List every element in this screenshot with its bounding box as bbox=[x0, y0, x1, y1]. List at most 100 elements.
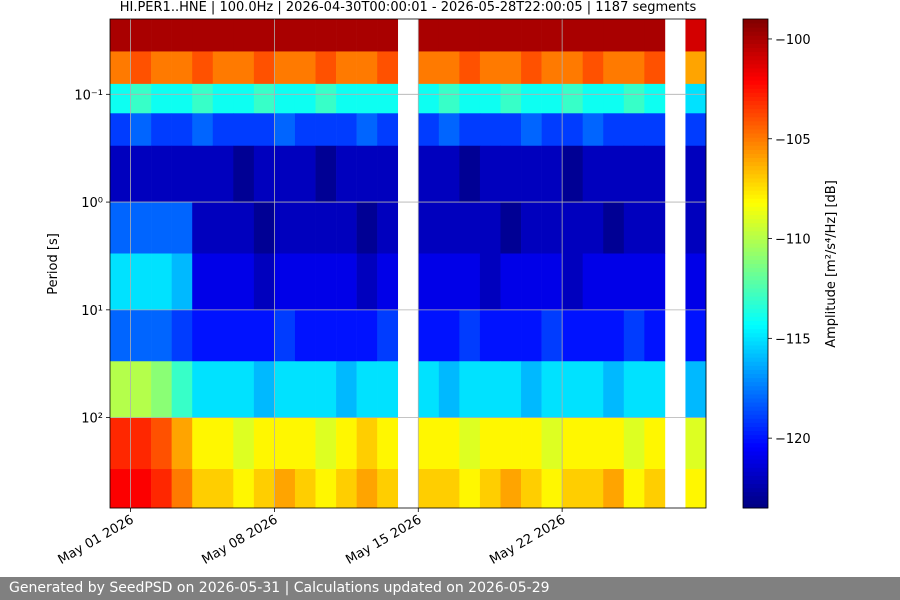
heat-cell bbox=[294, 51, 316, 85]
colorbar-segment bbox=[743, 47, 768, 53]
heat-cell bbox=[541, 417, 563, 470]
heat-cell bbox=[603, 469, 625, 509]
heat-cell bbox=[336, 417, 357, 470]
heat-cell bbox=[582, 51, 604, 85]
colorbar-segment bbox=[743, 450, 768, 456]
colorbar-segment bbox=[743, 455, 768, 460]
heat-cell bbox=[233, 83, 255, 114]
colorbar-segment bbox=[743, 210, 768, 216]
heat-cell bbox=[171, 417, 193, 470]
heat-cell bbox=[233, 51, 255, 85]
heat-cell bbox=[562, 51, 583, 85]
heat-cell bbox=[294, 253, 316, 311]
heat-cell bbox=[418, 417, 440, 470]
heat-cell bbox=[500, 309, 522, 362]
heat-cell bbox=[521, 83, 542, 114]
heat-cell bbox=[151, 309, 172, 362]
colorbar-segment bbox=[743, 495, 768, 501]
heat-cell bbox=[233, 253, 255, 311]
colorbar-segment bbox=[743, 467, 768, 472]
heat-cell bbox=[623, 469, 645, 509]
colorbar-segment bbox=[743, 296, 768, 301]
heat-cell bbox=[274, 253, 296, 311]
heat-cell bbox=[500, 417, 522, 470]
colorbar-segment bbox=[743, 129, 768, 134]
heat-cell bbox=[274, 361, 296, 418]
x-tick-label: May 22 2026 bbox=[487, 512, 568, 567]
colorbar-segment bbox=[743, 381, 768, 387]
colorbar-label: Amplitude [m²/s⁴/Hz] [dB] bbox=[824, 180, 839, 348]
heat-cell bbox=[294, 361, 316, 418]
heat-cell bbox=[459, 83, 481, 114]
heat-cell bbox=[253, 253, 275, 311]
heat-cell bbox=[479, 19, 501, 52]
heat-cell bbox=[603, 417, 625, 470]
heat-cell bbox=[377, 417, 399, 470]
heat-cell bbox=[315, 202, 337, 254]
heat-cell bbox=[541, 202, 563, 254]
heat-cell bbox=[479, 361, 501, 418]
heat-cell bbox=[521, 202, 542, 254]
heat-cell bbox=[192, 83, 214, 114]
heat-cell bbox=[233, 309, 255, 362]
heat-cell bbox=[644, 417, 666, 470]
heat-cell bbox=[315, 253, 337, 311]
heat-cell bbox=[274, 19, 296, 52]
heat-cell bbox=[171, 361, 193, 418]
heat-cell bbox=[212, 361, 234, 418]
colorbar-segment bbox=[743, 55, 768, 61]
heat-cell bbox=[459, 202, 481, 254]
colorbar-segment bbox=[743, 491, 768, 497]
colorbar-segment bbox=[743, 186, 768, 191]
colorbar-segment bbox=[743, 406, 768, 411]
heat-cell bbox=[356, 309, 378, 362]
heat-cell bbox=[377, 19, 399, 52]
colorbar-segment bbox=[743, 112, 768, 118]
heat-cell bbox=[130, 202, 152, 254]
heat-cell bbox=[336, 361, 357, 418]
heat-cell bbox=[110, 83, 131, 114]
footer: Generated by SeedPSD on 2026-05-31 | Cal… bbox=[0, 577, 900, 600]
colorbar-segment bbox=[743, 39, 768, 44]
colorbar-segment bbox=[743, 104, 768, 110]
colorbar-segment bbox=[743, 63, 768, 69]
heat-cell bbox=[274, 83, 296, 114]
colorbar-segment bbox=[743, 157, 768, 163]
colorbar-segment bbox=[743, 263, 768, 269]
colorbar-segment bbox=[743, 479, 768, 485]
heat-cell bbox=[315, 83, 337, 114]
heat-cell bbox=[233, 417, 255, 470]
colorbar-segment bbox=[743, 141, 768, 146]
heat-cell bbox=[479, 145, 501, 203]
heat-cell bbox=[233, 145, 255, 203]
x-tick-label: May 01 2026 bbox=[56, 512, 137, 567]
heat-cell bbox=[459, 51, 481, 85]
colorbar-segment bbox=[743, 96, 768, 101]
heat-cell bbox=[171, 202, 193, 254]
colorbar-segment bbox=[743, 71, 768, 77]
heat-cell bbox=[418, 51, 440, 85]
heat-cell bbox=[582, 202, 604, 254]
heat-cell bbox=[356, 253, 378, 311]
heat-cell bbox=[479, 202, 501, 254]
heat-cell bbox=[171, 145, 193, 203]
colorbar-segment bbox=[743, 137, 768, 142]
heat-cell bbox=[685, 51, 707, 85]
heat-cell bbox=[418, 253, 440, 311]
colorbar-segment bbox=[743, 426, 768, 432]
heat-cell bbox=[541, 83, 563, 114]
heat-cell bbox=[418, 361, 440, 418]
plot-frame bbox=[109, 18, 707, 509]
heat-cell bbox=[582, 417, 604, 470]
heat-cell bbox=[151, 469, 172, 509]
heat-cell bbox=[192, 113, 214, 147]
heat-cell bbox=[479, 51, 501, 85]
heat-cell bbox=[685, 309, 707, 362]
heat-cell bbox=[623, 83, 645, 114]
heat-cell bbox=[356, 469, 378, 509]
heat-cell bbox=[192, 19, 214, 52]
heat-cell bbox=[521, 309, 542, 362]
heat-cell bbox=[479, 417, 501, 470]
heat-cell bbox=[212, 469, 234, 509]
colorbar-segment bbox=[743, 226, 768, 232]
